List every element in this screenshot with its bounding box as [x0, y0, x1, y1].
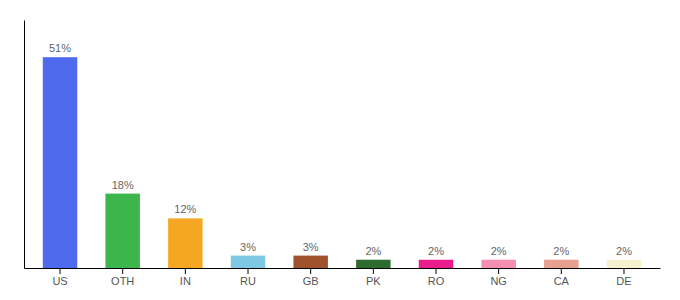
x-tick-mark [623, 268, 624, 274]
x-tick-mark [561, 268, 562, 274]
data-label: 3% [303, 241, 319, 253]
x-tick: RU [240, 268, 256, 287]
bar [356, 260, 390, 268]
bar [168, 218, 202, 268]
x-tick: DE [616, 268, 631, 287]
data-label: 51% [49, 42, 71, 54]
data-label: 12% [174, 203, 196, 215]
bars [43, 57, 641, 268]
x-tick-mark [498, 268, 499, 274]
y-axis [24, 21, 25, 269]
x-tick: RO [428, 268, 445, 287]
x-tick-mark [310, 268, 311, 274]
bar [43, 57, 77, 268]
x-tick: GB [303, 268, 319, 287]
x-tick-label: RU [240, 275, 256, 287]
bar [105, 194, 139, 268]
bar [544, 260, 578, 268]
x-tick: US [52, 268, 67, 287]
x-tick-label: OTH [111, 275, 134, 287]
data-label: 2% [365, 245, 381, 257]
x-tick: OTH [111, 268, 134, 287]
x-tick: PK [366, 268, 381, 287]
data-label: 18% [112, 179, 134, 191]
x-tick-label: RO [428, 275, 445, 287]
data-label: 2% [428, 245, 444, 257]
x-tick-mark [122, 268, 123, 274]
x-tick-label: US [52, 275, 67, 287]
x-axis-line [25, 268, 661, 269]
x-tick-label: IN [180, 275, 191, 287]
data-label: 2% [616, 245, 632, 257]
bar [607, 260, 641, 268]
x-tick: CA [554, 268, 570, 287]
x-tick-label: NG [490, 275, 507, 287]
x-tick-label: CA [554, 275, 570, 287]
x-tick-label: DE [616, 275, 631, 287]
data-label: 2% [553, 245, 569, 257]
data-labels: 51% 18% 12% 3% 3% 2% 2% 2% 2% 2% [49, 42, 632, 257]
bar [293, 256, 327, 268]
x-tick: IN [180, 268, 191, 287]
bar [231, 256, 265, 268]
x-tick-label: PK [366, 275, 381, 287]
data-label: 3% [240, 241, 256, 253]
x-tick-mark [185, 268, 186, 274]
x-axis: US OTH IN RU GB PK RO NG CA DE [25, 268, 661, 287]
bar [419, 260, 453, 268]
x-tick: NG [490, 268, 507, 287]
data-label: 2% [491, 245, 507, 257]
x-tick-mark [60, 268, 61, 274]
x-tick-label: GB [303, 275, 319, 287]
plot-area: US OTH IN RU GB PK RO NG CA DE 51% 18% 12% 3% 3% 2% 2% 2%… [25, 21, 661, 287]
chart: US OTH IN RU GB PK RO NG CA DE 51% 18% 12% 3% 3% 2% 2% 2%… [0, 0, 680, 300]
bar [481, 260, 515, 268]
x-tick-mark [248, 268, 249, 274]
x-tick-mark [373, 268, 374, 274]
x-tick-mark [435, 268, 436, 274]
y-axis-line [24, 21, 25, 269]
